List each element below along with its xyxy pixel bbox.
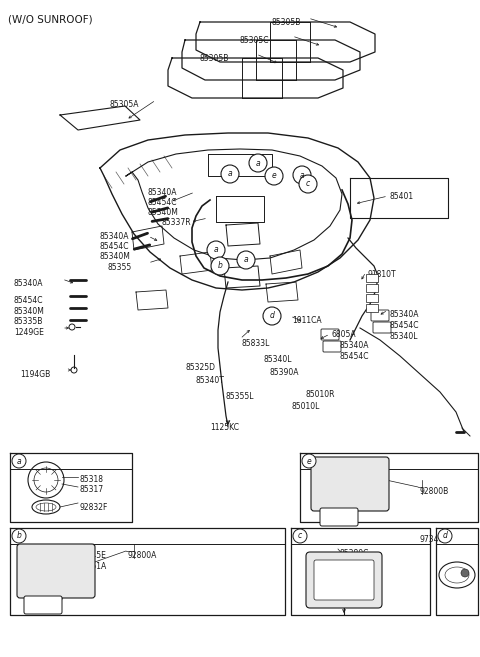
Text: 85340A: 85340A xyxy=(340,341,370,350)
Text: 91810T: 91810T xyxy=(368,270,396,279)
Text: 97340: 97340 xyxy=(420,535,444,544)
Text: 85010L: 85010L xyxy=(292,402,320,411)
Text: 85454C: 85454C xyxy=(147,198,177,207)
Text: 85355: 85355 xyxy=(108,263,132,272)
Circle shape xyxy=(263,307,281,325)
Text: a: a xyxy=(214,246,218,254)
Text: 85454C: 85454C xyxy=(100,242,130,251)
Circle shape xyxy=(221,165,239,183)
Text: 85316: 85316 xyxy=(340,563,364,572)
Text: 85340A: 85340A xyxy=(390,310,420,319)
Text: 85305B: 85305B xyxy=(272,18,301,27)
FancyBboxPatch shape xyxy=(371,310,389,321)
Text: a: a xyxy=(228,170,232,179)
Text: 85340M: 85340M xyxy=(100,252,131,261)
Circle shape xyxy=(69,324,75,330)
FancyBboxPatch shape xyxy=(306,552,382,608)
Text: 85305C: 85305C xyxy=(240,36,269,45)
Circle shape xyxy=(293,529,307,543)
Bar xyxy=(366,304,378,312)
FancyBboxPatch shape xyxy=(311,457,389,511)
Text: 85340L: 85340L xyxy=(264,355,292,364)
Text: 85317: 85317 xyxy=(80,485,104,494)
Text: 85454C: 85454C xyxy=(340,352,370,361)
FancyBboxPatch shape xyxy=(314,560,374,600)
FancyBboxPatch shape xyxy=(321,329,339,340)
Text: 1249GE: 1249GE xyxy=(14,328,44,337)
Text: 85305A: 85305A xyxy=(110,100,140,109)
Text: e: e xyxy=(272,171,276,181)
Text: 85010R: 85010R xyxy=(306,390,336,399)
Circle shape xyxy=(237,251,255,269)
Circle shape xyxy=(249,154,267,172)
Text: 85305B: 85305B xyxy=(200,54,229,63)
Text: 1011CA: 1011CA xyxy=(292,316,322,325)
Text: a: a xyxy=(17,457,21,466)
Text: 85340A: 85340A xyxy=(14,279,44,288)
Text: (W/O SUNROOF): (W/O SUNROOF) xyxy=(8,14,93,24)
Text: 85340M: 85340M xyxy=(147,208,178,217)
Text: 85340M: 85340M xyxy=(14,307,45,316)
Text: 18645E: 18645E xyxy=(354,487,383,496)
Text: 85340A: 85340A xyxy=(147,188,177,197)
Text: 1194GB: 1194GB xyxy=(20,370,50,379)
Circle shape xyxy=(293,166,311,184)
FancyBboxPatch shape xyxy=(17,544,95,598)
Circle shape xyxy=(207,241,225,259)
Text: a: a xyxy=(256,158,260,168)
Text: 92832F: 92832F xyxy=(80,503,108,512)
Text: b: b xyxy=(17,532,22,541)
FancyBboxPatch shape xyxy=(320,508,358,526)
FancyBboxPatch shape xyxy=(373,322,391,333)
Text: 85380C: 85380C xyxy=(340,549,370,558)
Text: 92800B: 92800B xyxy=(420,487,449,496)
Text: c: c xyxy=(306,179,310,189)
Text: a: a xyxy=(244,256,248,265)
Text: 92851A: 92851A xyxy=(77,562,106,571)
Text: 92851A: 92851A xyxy=(354,499,383,508)
Circle shape xyxy=(299,175,317,193)
Text: 85325D: 85325D xyxy=(186,363,216,372)
Text: 85340A: 85340A xyxy=(100,232,130,241)
Circle shape xyxy=(211,257,229,275)
Circle shape xyxy=(438,529,452,543)
Text: a: a xyxy=(300,171,304,179)
Text: 85340L: 85340L xyxy=(390,332,419,341)
FancyBboxPatch shape xyxy=(323,341,341,352)
Text: 18645E: 18645E xyxy=(77,551,106,560)
Text: d: d xyxy=(270,311,275,321)
Text: 1249GB: 1249GB xyxy=(332,591,362,600)
Text: 85337R: 85337R xyxy=(162,218,192,227)
Circle shape xyxy=(12,529,26,543)
Circle shape xyxy=(461,569,469,577)
Text: 92800A: 92800A xyxy=(128,551,157,560)
Text: c: c xyxy=(298,532,302,541)
Circle shape xyxy=(265,167,283,185)
Text: 85390A: 85390A xyxy=(270,368,300,377)
Text: 85340T: 85340T xyxy=(196,376,225,385)
Text: b: b xyxy=(217,261,222,271)
Text: 85833L: 85833L xyxy=(242,339,270,348)
Text: 85355L: 85355L xyxy=(226,392,254,401)
Text: 85335B: 85335B xyxy=(14,317,43,326)
Text: 85454C: 85454C xyxy=(14,296,44,305)
FancyBboxPatch shape xyxy=(24,596,62,614)
Text: 85318: 85318 xyxy=(80,475,104,484)
Text: 1125KC: 1125KC xyxy=(210,423,239,432)
Circle shape xyxy=(12,454,26,468)
Text: 6805A: 6805A xyxy=(332,330,357,339)
Text: 85454C: 85454C xyxy=(390,321,420,330)
Text: e: e xyxy=(307,457,312,466)
Bar xyxy=(366,284,378,292)
Bar xyxy=(366,294,378,302)
Bar xyxy=(366,274,378,282)
Text: 85401: 85401 xyxy=(390,192,414,201)
Circle shape xyxy=(302,454,316,468)
Text: d: d xyxy=(443,532,447,541)
